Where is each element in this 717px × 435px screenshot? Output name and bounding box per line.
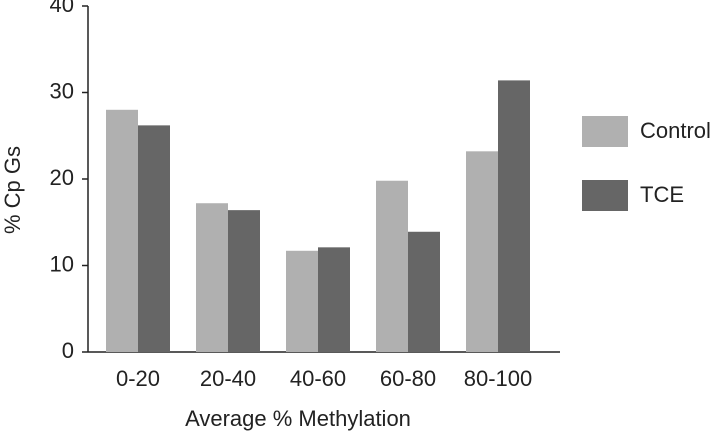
bar xyxy=(228,210,260,352)
bar xyxy=(138,125,170,353)
y-axis-label: % Cp Gs xyxy=(0,146,25,234)
legend-label: TCE xyxy=(640,182,684,207)
y-tick-label: 40 xyxy=(50,0,74,17)
x-tick-label: 0-20 xyxy=(116,366,160,391)
bar xyxy=(286,250,318,352)
x-tick-label: 20-40 xyxy=(200,366,256,391)
x-tick-label: 80-100 xyxy=(464,366,533,391)
y-tick-label: 0 xyxy=(62,338,74,363)
y-tick-label: 30 xyxy=(50,78,74,103)
legend-swatch xyxy=(582,116,628,147)
bar xyxy=(408,231,440,352)
y-tick-label: 10 xyxy=(50,251,74,276)
bar xyxy=(318,247,350,352)
y-tick-label: 20 xyxy=(50,165,74,190)
bar xyxy=(498,80,530,352)
legend-label: Control xyxy=(640,118,711,143)
bar xyxy=(106,109,138,352)
x-axis-label: Average % Methylation xyxy=(185,406,411,431)
bar xyxy=(196,203,228,352)
bar xyxy=(376,180,408,352)
x-tick-label: 40-60 xyxy=(290,366,346,391)
x-tick-label: 60-80 xyxy=(380,366,436,391)
legend-swatch xyxy=(582,180,628,211)
bar xyxy=(466,151,498,352)
